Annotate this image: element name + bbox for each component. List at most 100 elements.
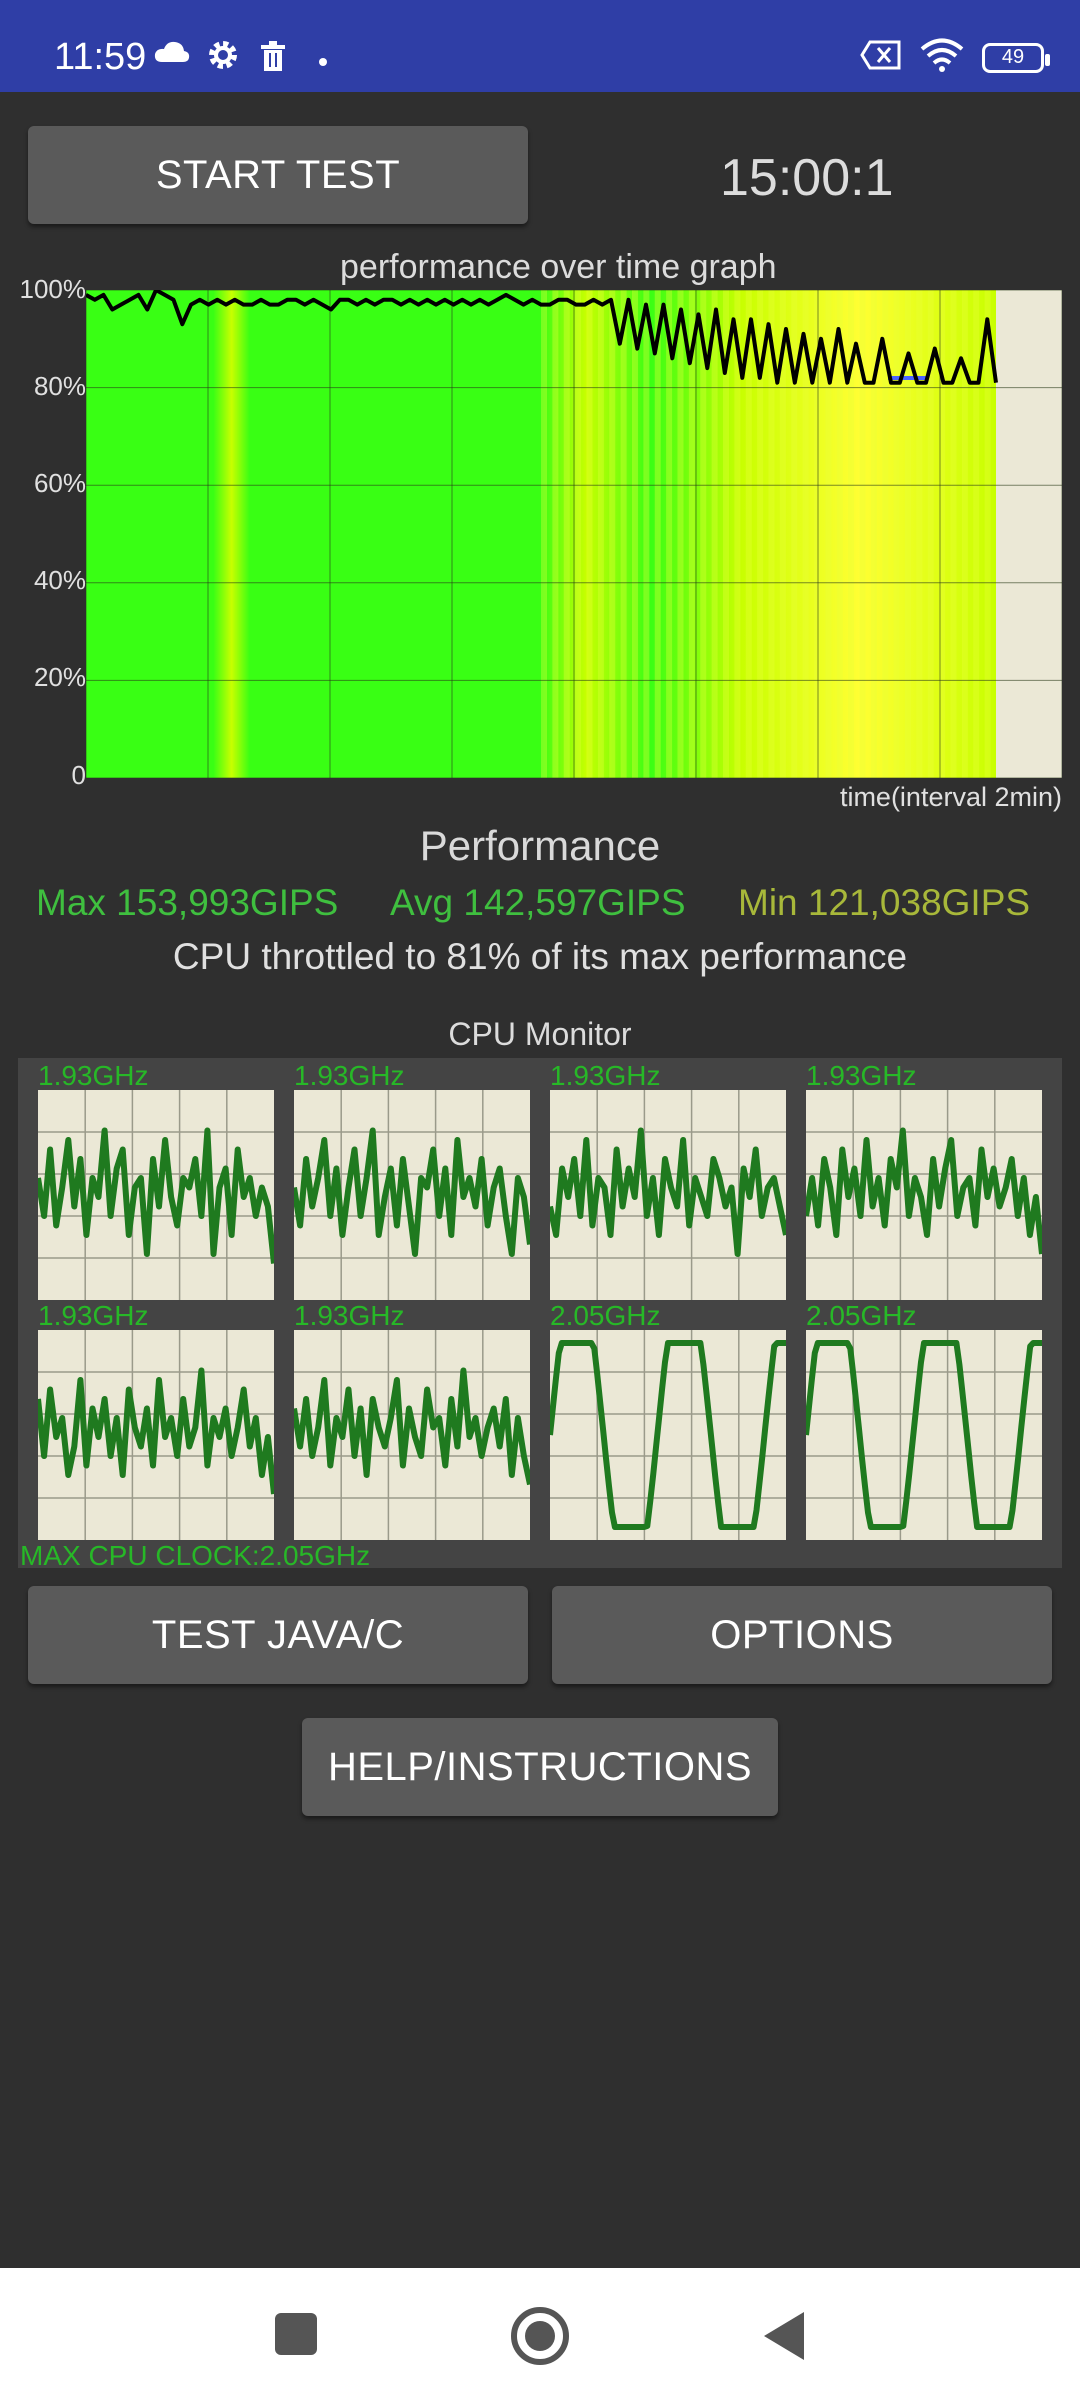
graph-stripe bbox=[802, 290, 809, 778]
graph-stripe bbox=[927, 290, 934, 778]
graph-stripe bbox=[950, 290, 957, 778]
gear-icon bbox=[206, 38, 240, 77]
core-graph bbox=[38, 1330, 274, 1540]
graph-stripe bbox=[814, 290, 820, 778]
core-frequency-line bbox=[38, 1367, 274, 1495]
sim-x-icon bbox=[860, 40, 902, 75]
avg-gips: Avg 142,597GIPS bbox=[390, 882, 686, 923]
core-frequency-label: 1.93GHz bbox=[38, 1060, 149, 1091]
graph-stripe bbox=[882, 290, 889, 778]
graph-stripe bbox=[563, 290, 570, 778]
graph-stripe bbox=[905, 290, 911, 778]
x-axis-label: time(interval 2min) bbox=[839, 782, 1062, 812]
graph-stripe bbox=[620, 290, 627, 778]
core-graph bbox=[38, 1090, 274, 1300]
graph-stripe bbox=[859, 290, 866, 778]
graph-stripe bbox=[893, 290, 900, 778]
max-gips: Max 153,993GIPS bbox=[36, 882, 339, 923]
graph-stripe bbox=[836, 290, 843, 778]
y-tick-60: 60% bbox=[33, 468, 86, 498]
graph-stripe bbox=[939, 290, 946, 778]
performance-line bbox=[86, 290, 998, 385]
graph-title: performance over time graph bbox=[340, 248, 777, 286]
home-circle-icon[interactable] bbox=[510, 2306, 570, 2371]
y-tick-100: 100% bbox=[19, 274, 87, 304]
options-button[interactable]: OPTIONS bbox=[552, 1586, 1052, 1684]
y-tick-0: 0 bbox=[71, 760, 86, 790]
graph-stripe bbox=[552, 290, 559, 778]
graph-stripe bbox=[916, 290, 923, 778]
y-tick-20: 20% bbox=[33, 662, 86, 692]
graph-stripe bbox=[825, 290, 832, 778]
graph-stripe bbox=[643, 290, 650, 778]
core-frequency-label: 1.93GHz bbox=[550, 1060, 661, 1091]
graph-stripe bbox=[666, 290, 673, 778]
graph-stripe bbox=[711, 290, 718, 778]
core-frequency-label: 2.05GHz bbox=[550, 1300, 661, 1331]
back-triangle-icon[interactable] bbox=[760, 2310, 808, 2367]
core-frequency-line bbox=[294, 1367, 530, 1486]
graph-stripe bbox=[870, 290, 877, 778]
graph-stripe bbox=[848, 290, 855, 778]
core-graph bbox=[550, 1090, 786, 1300]
min-gips: Min 121,038GIPS bbox=[738, 882, 1031, 923]
test-java-c-button[interactable]: TEST JAVA/C bbox=[28, 1586, 528, 1684]
y-tick-80: 80% bbox=[33, 371, 86, 401]
graph-stripe bbox=[961, 290, 968, 778]
graph-stripe bbox=[723, 290, 729, 778]
y-tick-40: 40% bbox=[33, 565, 86, 595]
dot-icon bbox=[318, 54, 328, 72]
square-icon[interactable] bbox=[274, 2312, 318, 2361]
graph-stripe bbox=[654, 290, 661, 778]
core-frequency-line bbox=[806, 1127, 1042, 1255]
cloud-icon bbox=[154, 40, 190, 69]
graph-stripe bbox=[677, 290, 684, 778]
graph-stripe bbox=[632, 290, 638, 778]
start-test-button[interactable]: START TEST bbox=[28, 126, 528, 224]
graph-stripe bbox=[700, 290, 707, 778]
core-frequency-label: 1.93GHz bbox=[294, 1300, 405, 1331]
navigation-bar bbox=[0, 2268, 1080, 2400]
core-frequency-label: 1.93GHz bbox=[294, 1060, 405, 1091]
graph-stripe bbox=[984, 290, 991, 778]
battery-icon: 49 bbox=[982, 42, 1050, 73]
graph-stripe bbox=[791, 290, 798, 778]
graph-stripe bbox=[745, 290, 752, 778]
status-bar: 11:59 49 bbox=[0, 0, 1080, 92]
graph-stripe bbox=[597, 290, 604, 778]
core-graph bbox=[294, 1330, 530, 1540]
graph-stripe bbox=[768, 290, 775, 778]
battery-level: 49 bbox=[1001, 46, 1025, 68]
graph-stripe bbox=[973, 290, 980, 778]
graph-stripe bbox=[688, 290, 695, 778]
status-right: 49 bbox=[860, 38, 1050, 77]
core-graph bbox=[294, 1090, 530, 1300]
trash-icon bbox=[258, 40, 288, 77]
core-frequency-line bbox=[550, 1127, 786, 1257]
max-cpu-clock: MAX CPU CLOCK:2.05GHz bbox=[20, 1540, 371, 1571]
min-marker bbox=[888, 376, 928, 380]
performance-heading: Performance bbox=[419, 822, 661, 869]
graph-stripe bbox=[757, 290, 764, 778]
status-time: 11:59 bbox=[54, 36, 147, 78]
core-graph bbox=[806, 1330, 1042, 1540]
graph-stripe bbox=[609, 290, 616, 778]
wifi-icon bbox=[920, 38, 964, 77]
graph-stripe bbox=[575, 290, 582, 778]
core-graph bbox=[550, 1330, 786, 1540]
core-frequency-label: 1.93GHz bbox=[806, 1060, 917, 1091]
graph-stripe bbox=[586, 290, 593, 778]
core-frequency-line bbox=[38, 1127, 274, 1264]
help-instructions-button[interactable]: HELP/INSTRUCTIONS bbox=[302, 1718, 778, 1816]
core-frequency-line bbox=[294, 1127, 530, 1257]
core-frequency-label: 2.05GHz bbox=[806, 1300, 917, 1331]
graph-stripe bbox=[541, 290, 547, 778]
graph-stripe bbox=[779, 290, 786, 778]
graph-stripe bbox=[734, 290, 741, 778]
performance-graph bbox=[86, 290, 1062, 778]
core-frequency-line bbox=[806, 1340, 1042, 1530]
core-frequency-line bbox=[550, 1340, 786, 1530]
throttle-text: CPU throttled to 81% of its max performa… bbox=[172, 936, 908, 977]
core-graph bbox=[806, 1090, 1042, 1300]
cpu-monitor-title: CPU Monitor bbox=[448, 1016, 632, 1052]
